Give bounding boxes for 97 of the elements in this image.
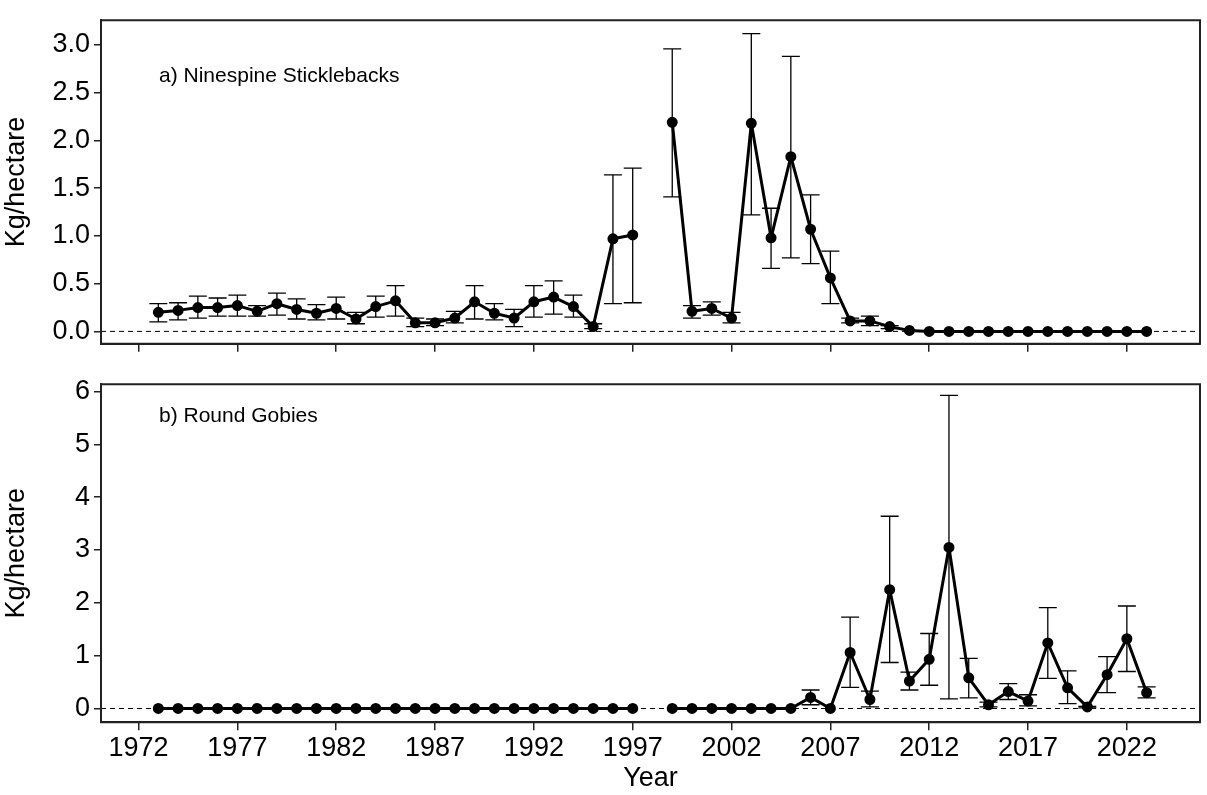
point — [1141, 325, 1153, 337]
point — [212, 702, 224, 714]
x-tick-label: 1972 — [108, 731, 169, 762]
y-tick-label: 0.0 — [52, 314, 90, 345]
point — [1042, 325, 1054, 337]
y-axis-title: Kg/hectare — [0, 116, 30, 248]
point — [429, 702, 441, 714]
point — [1042, 637, 1054, 649]
x-tick-label: 1997 — [602, 731, 663, 762]
point — [350, 702, 362, 714]
point — [469, 296, 481, 308]
point — [548, 291, 560, 303]
point — [785, 151, 797, 163]
point — [666, 116, 678, 128]
x-tick-label: 1977 — [207, 731, 268, 762]
annotation: b) Round Gobies — [159, 403, 318, 427]
point — [291, 702, 303, 714]
point — [1062, 325, 1074, 337]
x-tick-label: 1982 — [306, 731, 367, 762]
y-tick-label: 3.0 — [52, 28, 90, 59]
x-tick-label: 2002 — [701, 731, 762, 762]
point — [1002, 325, 1014, 337]
y-tick-label: 3 — [74, 533, 90, 564]
x-tick-label: 2022 — [1096, 731, 1157, 762]
point — [726, 702, 738, 714]
point — [607, 702, 619, 714]
y-tick-label: 6 — [74, 375, 90, 406]
y-tick-label: 0 — [74, 691, 90, 722]
point — [923, 653, 935, 665]
y-tick-label: 1 — [74, 639, 90, 670]
y-tick-label: 0.5 — [52, 267, 90, 298]
point — [310, 702, 322, 714]
x-tick-label: 1992 — [503, 731, 564, 762]
x-tick-label: 2012 — [899, 731, 960, 762]
point — [330, 302, 342, 314]
point — [983, 325, 994, 337]
point — [627, 229, 639, 241]
point — [488, 702, 500, 714]
point — [745, 702, 757, 714]
point — [330, 702, 342, 714]
point — [291, 303, 303, 315]
point — [785, 702, 797, 714]
point — [765, 702, 777, 714]
point — [824, 272, 836, 284]
point — [745, 117, 757, 129]
point — [310, 307, 322, 319]
y-tick-label: 2.0 — [52, 123, 90, 154]
x-tick-label: 1987 — [405, 731, 466, 762]
point — [943, 325, 955, 337]
point — [666, 702, 678, 714]
point — [271, 702, 283, 714]
x-axis-title: Year — [623, 762, 678, 793]
point — [706, 702, 718, 714]
point — [627, 702, 639, 714]
point — [824, 702, 836, 714]
point — [192, 702, 204, 714]
point — [548, 702, 560, 714]
point — [1121, 325, 1133, 337]
point — [251, 702, 263, 714]
point — [508, 702, 520, 714]
y-tick-label: 1.0 — [52, 219, 90, 250]
point — [469, 702, 481, 714]
point — [963, 325, 975, 337]
point — [805, 223, 817, 235]
point — [686, 702, 698, 714]
point — [488, 307, 500, 319]
point — [923, 325, 935, 337]
point — [903, 324, 915, 336]
point — [587, 702, 599, 714]
y-tick-label: 2 — [74, 586, 90, 617]
point — [963, 672, 975, 684]
point — [449, 702, 461, 714]
point — [370, 301, 382, 313]
point — [370, 702, 382, 714]
x-tick-label: 2017 — [998, 731, 1059, 762]
point — [567, 301, 579, 313]
point — [231, 702, 243, 714]
point — [528, 702, 540, 714]
point — [1101, 325, 1113, 337]
y-tick-label: 5 — [74, 427, 90, 458]
y-tick-label: 4 — [74, 480, 90, 511]
annotation: a) Ninespine Sticklebacks — [159, 63, 400, 87]
x-tick-label: 2007 — [800, 731, 861, 762]
point — [1022, 325, 1034, 337]
point — [409, 702, 421, 714]
point — [390, 295, 402, 307]
point — [1081, 325, 1093, 337]
y-tick-label: 2.5 — [52, 76, 90, 107]
y-tick-label: 1.5 — [52, 171, 90, 202]
point — [172, 702, 184, 714]
y-axis-title: Kg/hectare — [0, 487, 30, 619]
point — [884, 584, 896, 596]
point — [1062, 682, 1074, 694]
point — [567, 702, 579, 714]
point — [231, 300, 243, 312]
point — [390, 702, 402, 714]
point — [152, 702, 164, 714]
